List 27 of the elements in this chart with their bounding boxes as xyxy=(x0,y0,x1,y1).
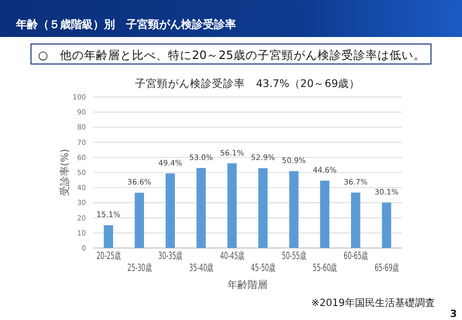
text: ※2019年国民生活基礎調査 xyxy=(311,297,435,309)
x-tick-label: 50-55歳 xyxy=(282,249,306,262)
x-tick-label: 25-30歳 xyxy=(127,261,152,274)
bar xyxy=(351,192,360,248)
bar xyxy=(258,168,268,248)
x-tick-label: 55-60歳 xyxy=(312,261,337,274)
chart-subtitle: ○ 他の年齢層と比べ、特に20～25歳の子宮頸がん検診受診率は低い。 xyxy=(38,48,426,62)
x-axis-title: 年齢階層 xyxy=(228,279,268,291)
bar xyxy=(104,225,114,248)
x-tick-label: 35-40歳 xyxy=(189,261,214,274)
x-tick-label: 30-35歳 xyxy=(158,249,182,262)
chart-title: 子宮頸がん検診受診率 43.7%（20～69歳） xyxy=(134,77,360,90)
text: 3 xyxy=(450,309,458,320)
bar xyxy=(227,163,237,248)
x-tick-label: 65-69歳 xyxy=(374,261,399,274)
bar xyxy=(320,180,330,248)
bar xyxy=(166,173,175,248)
x-tick-label: 60-65歳 xyxy=(344,249,368,262)
bar xyxy=(134,192,144,248)
bar xyxy=(382,202,392,248)
y-axis-title: 受診率(%) xyxy=(59,148,71,196)
x-tick-label: 20-25歳 xyxy=(96,249,120,262)
x-tick-label: 45-50歳 xyxy=(250,261,275,274)
bar xyxy=(196,168,206,248)
text: 年齢（５歳階級）別 子宮頸がん検診受診率 xyxy=(15,18,236,31)
bar xyxy=(289,171,298,248)
x-tick-label: 40-45歳 xyxy=(220,249,244,262)
